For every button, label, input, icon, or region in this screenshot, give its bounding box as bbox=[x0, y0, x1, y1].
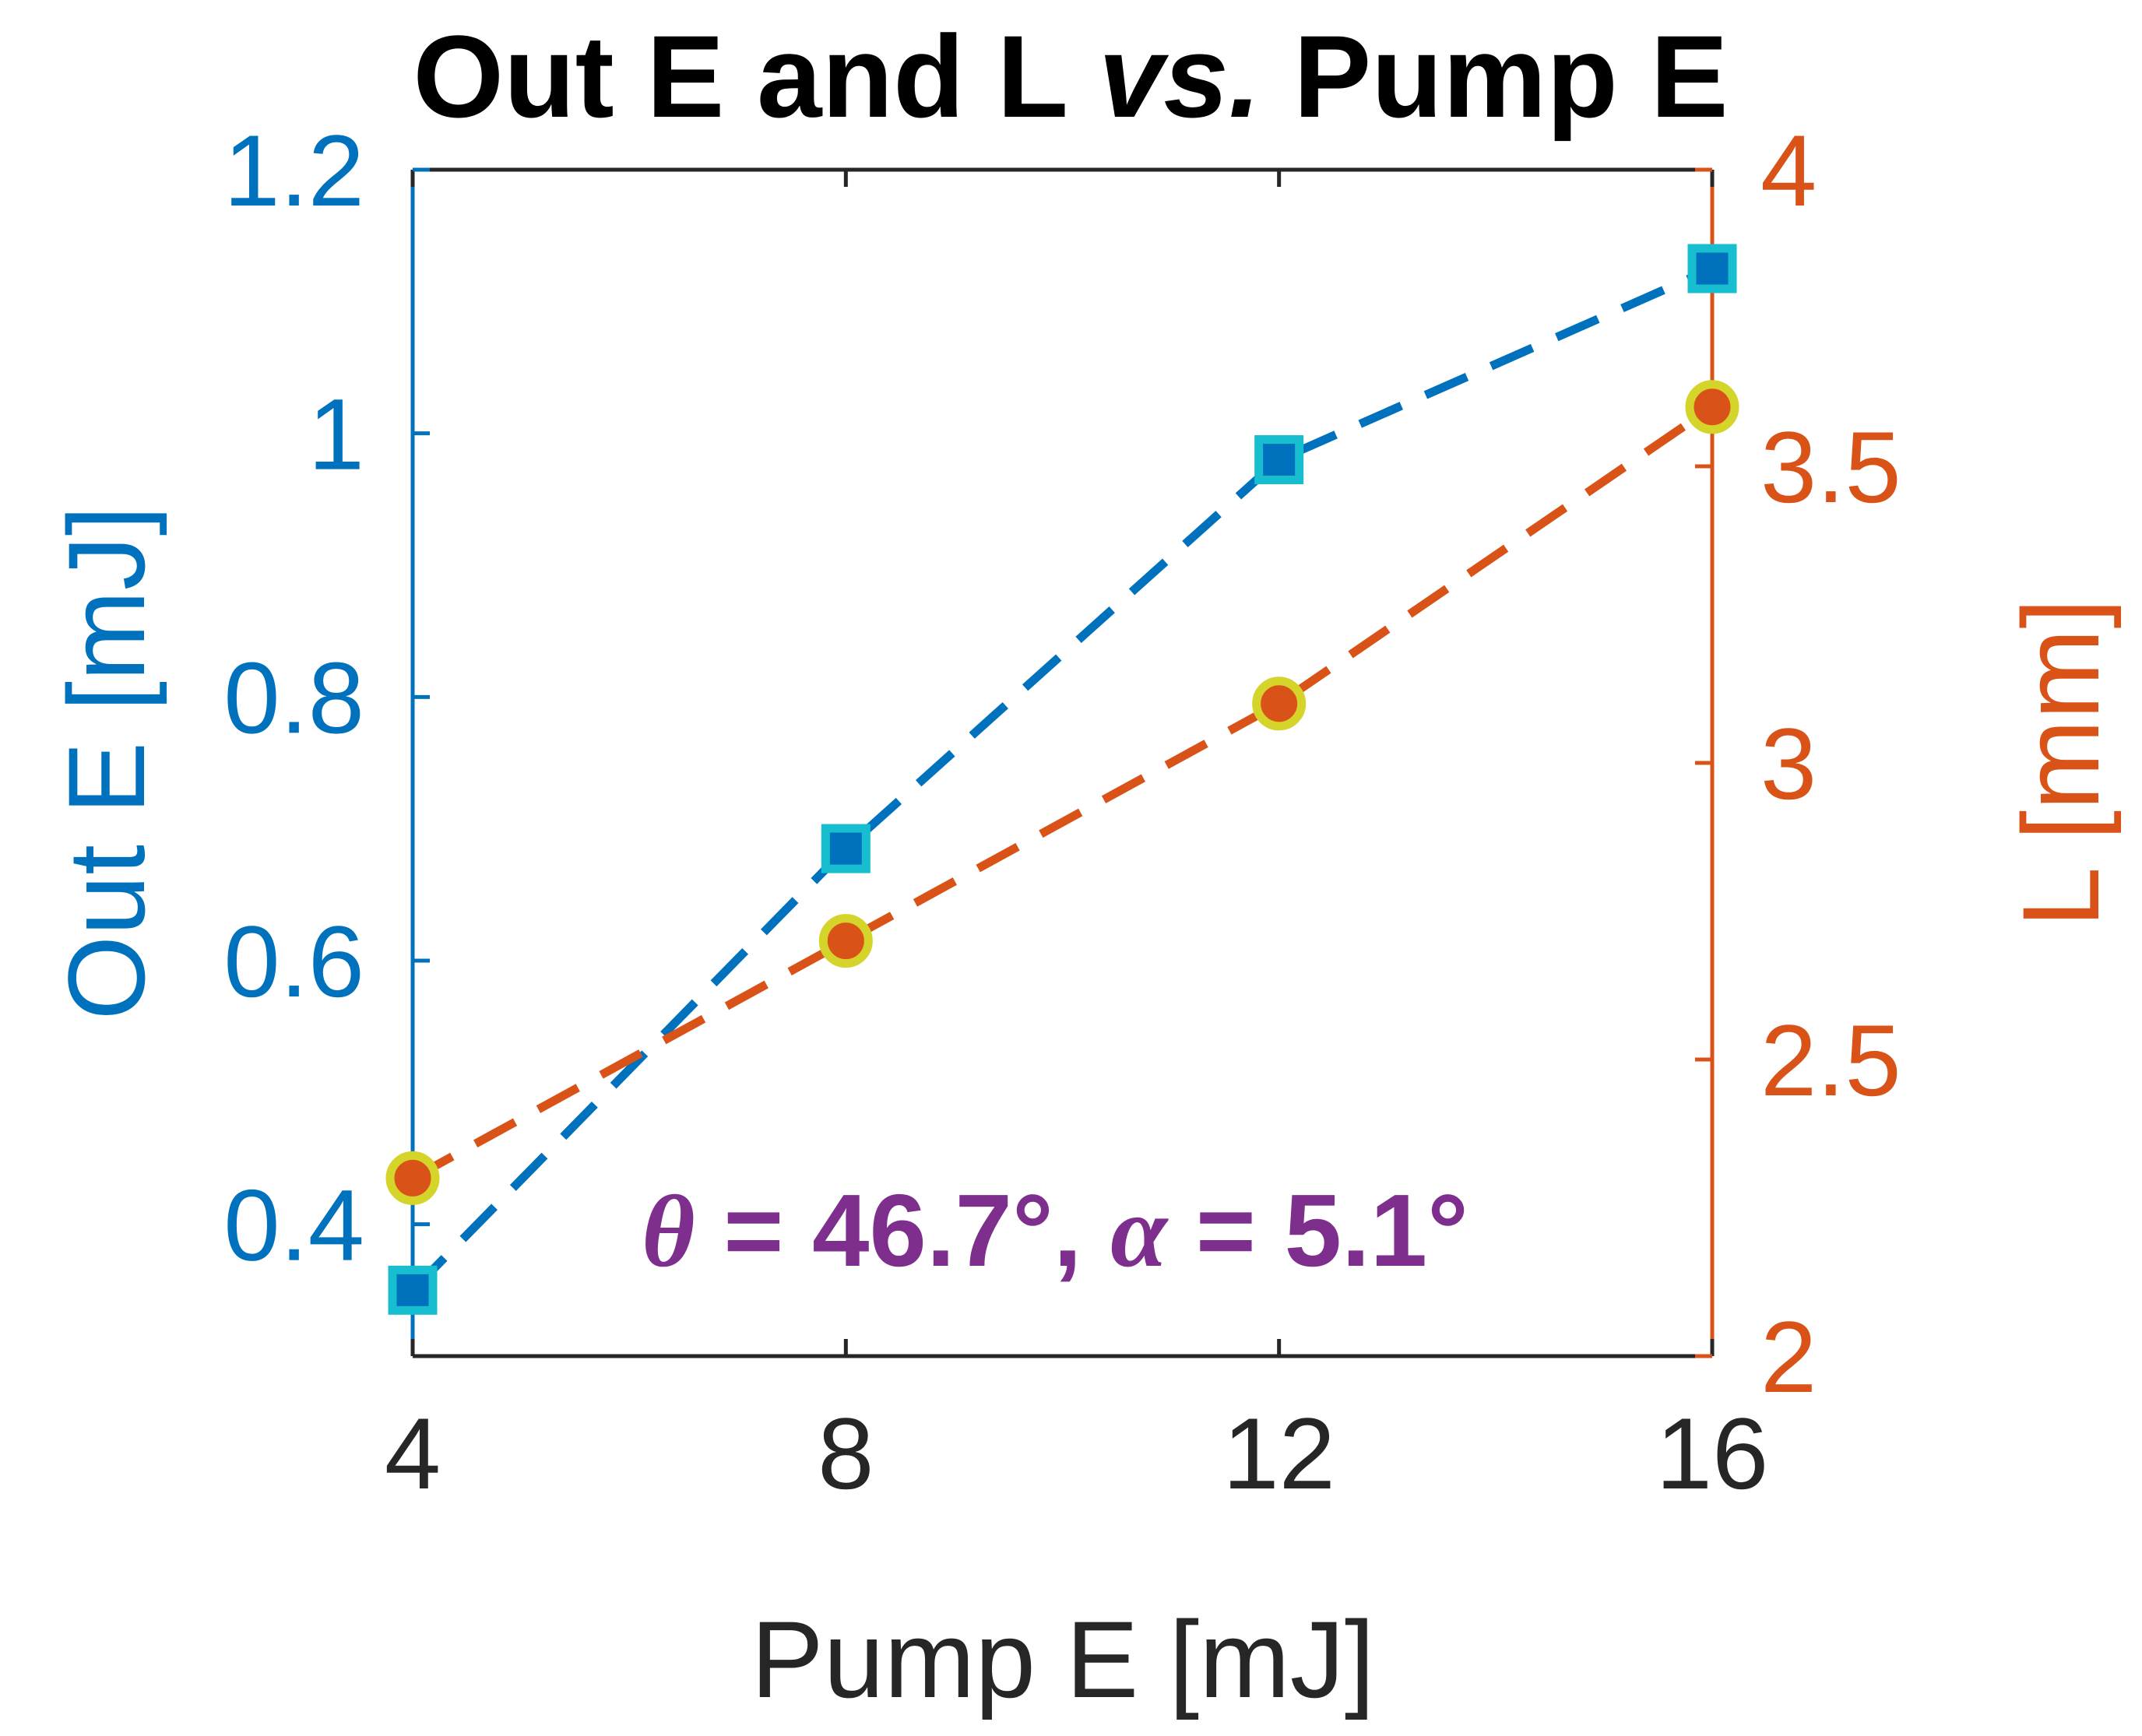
x-axis-label: Pump E [mJ] bbox=[751, 1598, 1374, 1720]
left-y-tick-label-4: 1.2 bbox=[223, 114, 364, 227]
right-y-tick-label-3: 3.5 bbox=[1760, 410, 1901, 524]
series-line-out-e bbox=[410, 264, 1715, 1294]
series-marker-l-3 bbox=[1685, 380, 1739, 434]
theta-value: = 46.7°, bbox=[695, 1173, 1110, 1288]
right-y-tick-label-0: 2 bbox=[1760, 1300, 1817, 1414]
theta-symbol: θ bbox=[642, 1174, 695, 1288]
left-y-tick-label-0: 0.4 bbox=[223, 1168, 364, 1282]
title-prefix: Out E and L bbox=[413, 11, 1099, 142]
series-marker-l-2 bbox=[1252, 676, 1307, 731]
x-tick-label-0: 4 bbox=[385, 1397, 441, 1510]
series-lines bbox=[410, 264, 1715, 1294]
left-y-axis-label: Out E [mJ] bbox=[45, 505, 167, 1020]
series-marker-out-e-3 bbox=[1687, 244, 1737, 293]
x-tick-label-2: 12 bbox=[1222, 1397, 1335, 1510]
x-tick-label-1: 8 bbox=[818, 1397, 874, 1510]
alpha-symbol: α bbox=[1110, 1174, 1169, 1288]
series-line-l bbox=[410, 403, 1715, 1183]
chart-title: Out E and L vs. Pump E bbox=[413, 11, 1728, 142]
series-markers bbox=[385, 244, 1739, 1315]
title-italic: vs. bbox=[1099, 11, 1261, 142]
left-y-tick-label-3: 1 bbox=[308, 378, 364, 491]
right-y-tick-label-1: 2.5 bbox=[1760, 1003, 1901, 1117]
alpha-value: = 5.1° bbox=[1167, 1173, 1468, 1288]
series-marker-l-0 bbox=[385, 1151, 440, 1205]
series-marker-out-e-2 bbox=[1254, 435, 1304, 485]
x-tick-label-3: 16 bbox=[1656, 1397, 1769, 1510]
right-y-tick-label-4: 4 bbox=[1760, 114, 1817, 227]
series-marker-out-e-1 bbox=[821, 824, 871, 873]
left-y-tick-label-1: 0.6 bbox=[223, 905, 364, 1018]
series-marker-out-e-0 bbox=[388, 1265, 438, 1315]
angle-annotation: θ = 46.7°, α = 5.1° bbox=[642, 1173, 1468, 1288]
left-y-tick-label-2: 0.8 bbox=[223, 641, 364, 754]
axis-tick-labels: 4 8 12 16 0.4 0.6 0.8 1 1.2 2 2.5 3 3.5 4 bbox=[223, 114, 1901, 1510]
right-y-axis-label: L [mm] bbox=[2000, 599, 2122, 928]
right-y-tick-label-2: 3 bbox=[1760, 707, 1817, 821]
series-marker-l-1 bbox=[818, 914, 873, 968]
axis-ticks bbox=[410, 167, 1715, 1358]
title-suffix: Pump E bbox=[1261, 11, 1729, 142]
